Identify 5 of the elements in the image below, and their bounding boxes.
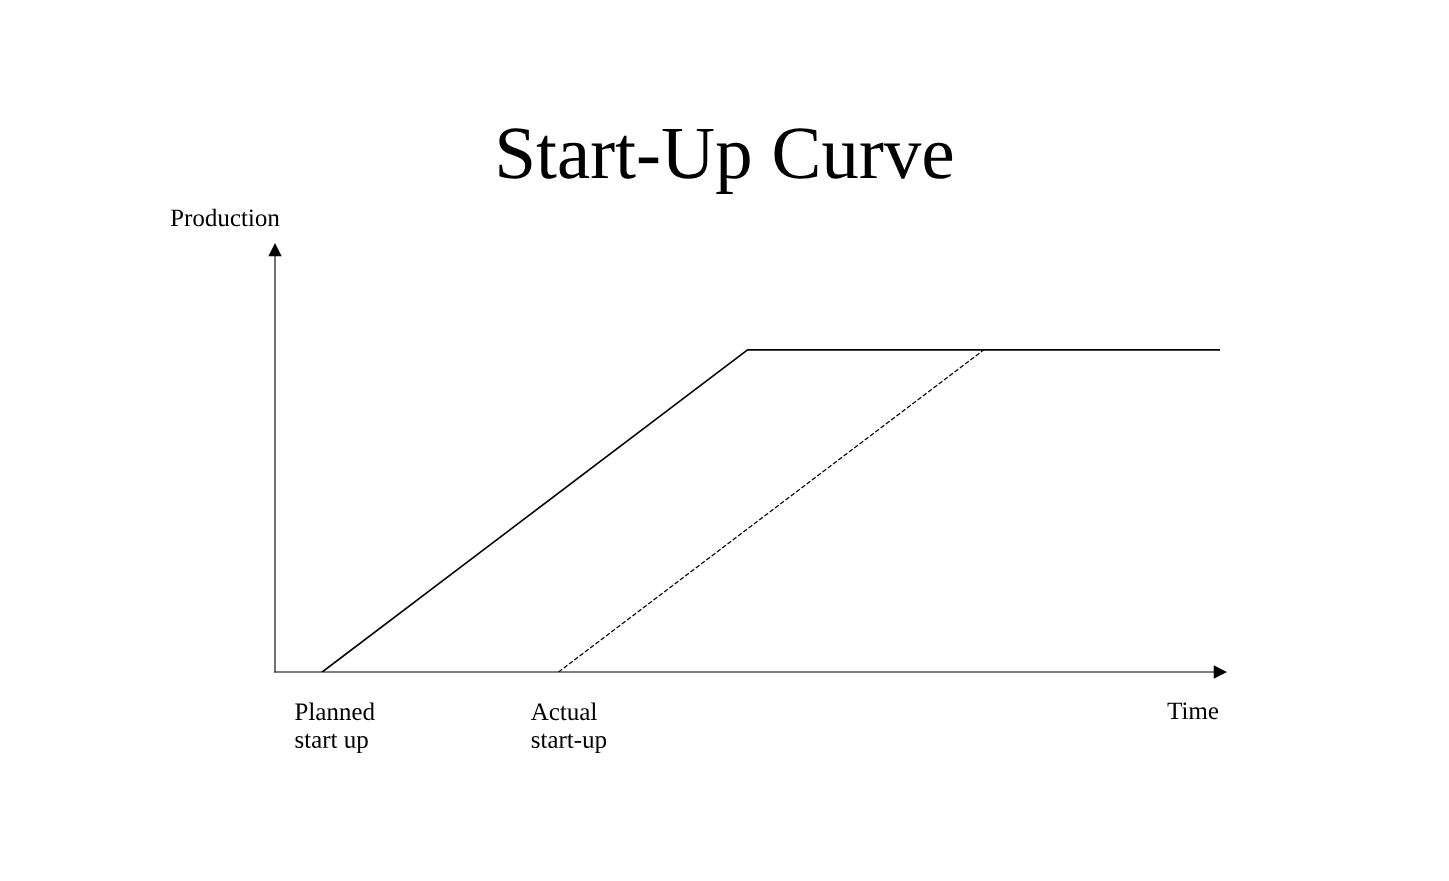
text: Planned start up	[295, 702, 375, 754]
chart-title: Start-Up Curve	[499, 128, 953, 195]
x-axis-title: Time	[1167, 702, 1219, 720]
text: Actual start-up	[530, 702, 607, 754]
y-axis-title: Production	[170, 208, 280, 227]
